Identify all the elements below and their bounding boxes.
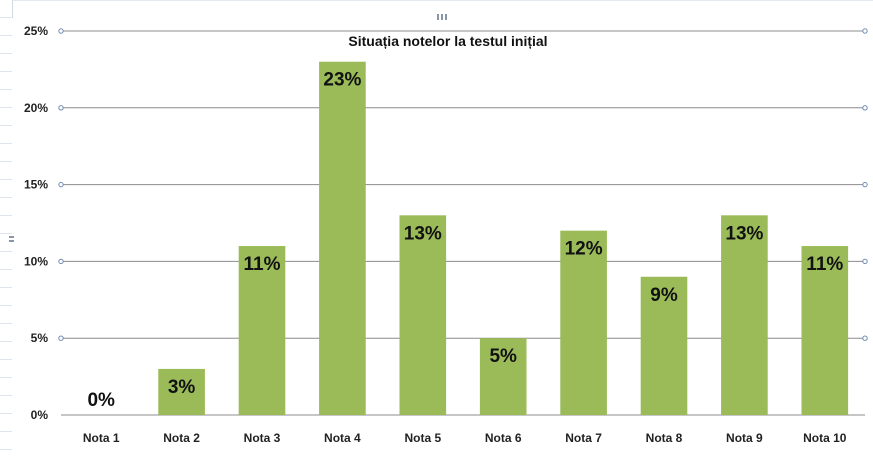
- y-tick-label: 25%: [24, 24, 48, 38]
- gridline-handle: [58, 105, 64, 111]
- x-tick-label: Nota 3: [244, 431, 281, 445]
- gridline-handle: [862, 335, 868, 341]
- bars: [158, 61, 849, 415]
- data-label: 11%: [244, 254, 281, 275]
- bar[interactable]: [560, 230, 607, 415]
- bar[interactable]: [721, 215, 768, 415]
- data-label: 11%: [806, 254, 843, 275]
- gridline-handle: [58, 258, 64, 265]
- gridline-handle: [862, 28, 868, 34]
- bar[interactable]: [319, 61, 366, 415]
- data-label: 13%: [404, 223, 442, 244]
- x-tick-label: Nota 1: [83, 431, 120, 445]
- y-tick-label: 5%: [31, 331, 49, 345]
- chart-title: Situația notelor la testul inițial: [348, 33, 547, 49]
- x-tick-label: Nota 7: [565, 431, 602, 445]
- bar[interactable]: [640, 276, 688, 415]
- data-label: 23%: [323, 70, 361, 91]
- x-tick-label: Nota 2: [163, 431, 200, 445]
- data-label: 3%: [168, 377, 196, 398]
- y-tick-label: 15%: [24, 178, 48, 192]
- bar[interactable]: [801, 246, 849, 415]
- chart-left-resize-handle[interactable]: [9, 236, 14, 244]
- gridline-handle: [862, 105, 868, 111]
- y-tick-label: 0%: [31, 408, 49, 422]
- x-tick-label: Nota 8: [646, 431, 683, 445]
- x-tick-label: Nota 9: [726, 431, 763, 445]
- data-label: 5%: [489, 346, 517, 367]
- gridline-handle: [58, 28, 64, 34]
- x-tick-label: Nota 4: [324, 431, 361, 445]
- gridline-handle: [58, 181, 64, 188]
- y-tick-label: 20%: [24, 101, 48, 115]
- bar[interactable]: [479, 338, 527, 415]
- bar[interactable]: [238, 246, 286, 415]
- data-label: 0%: [87, 390, 115, 411]
- x-tick-label: Nota 5: [404, 431, 441, 445]
- gridline-handle: [862, 181, 868, 188]
- chart-top-resize-handle[interactable]: [437, 14, 449, 20]
- bar[interactable]: [399, 215, 447, 415]
- bar[interactable]: [158, 368, 205, 415]
- y-tick-label: 10%: [24, 254, 48, 268]
- x-axis-labels: Nota 1 Nota 2 Nota 3 Nota 4 Nota 5 Nota 6 Nota…: [83, 431, 847, 445]
- data-label: 12%: [565, 239, 603, 260]
- data-label: 13%: [725, 223, 763, 244]
- data-label: 9%: [650, 285, 678, 306]
- x-tick-label: Nota 10: [803, 431, 847, 445]
- y-axis-ticks: 0% 5% 10% 15% 20% 25%: [24, 24, 48, 422]
- gridline-handle: [862, 258, 868, 265]
- gridline-handle: [58, 335, 64, 341]
- data-labels: 0% 3% 11% 23% 13% 5% 12% 9% 13% 11%: [87, 70, 843, 411]
- x-tick-label: Nota 6: [485, 431, 522, 445]
